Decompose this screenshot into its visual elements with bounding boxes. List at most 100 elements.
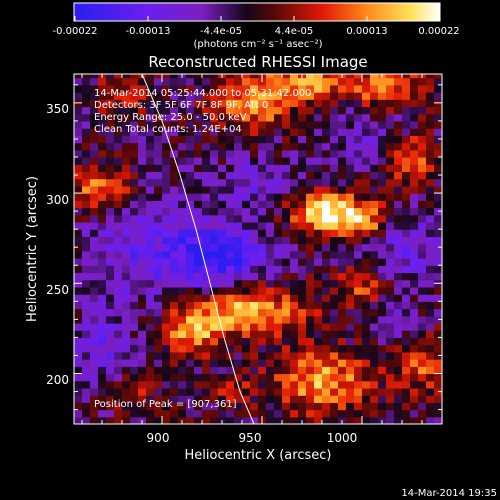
heatmap-cell [138,315,147,324]
heatmap-cell [106,402,115,411]
heatmap-cell [298,106,307,115]
heatmap-cell [106,164,115,173]
heatmap [74,74,442,424]
heatmap-cell [186,250,195,259]
heatmap-cell [290,92,299,100]
heatmap-cell [194,243,203,252]
heatmap-cell [242,164,251,173]
heatmap-cell [386,330,395,339]
heatmap-cell [162,149,171,158]
heatmap-cell [322,308,331,317]
heatmap-cell [210,142,219,151]
heatmap-cell [434,308,442,317]
heatmap-cell [306,142,315,151]
heatmap-cell [186,113,195,122]
heatmap-cell [74,156,83,165]
heatmap-cell [266,200,275,209]
heatmap-cell [186,178,195,187]
heatmap-cell [314,337,323,346]
heatmap-cell [354,409,363,418]
heatmap-cell [210,366,219,375]
heatmap-cell [386,416,395,424]
heatmap-cell [90,286,99,295]
heatmap-cell [434,221,442,230]
heatmap-cell [346,207,355,216]
heatmap-cell [202,294,211,302]
heatmap-cell [98,380,107,389]
energy-range-label: Energy Range: 25.0 - 50.0 keV [94,112,247,123]
heatmap-cell [170,200,179,209]
heatmap-cell [234,214,243,223]
heatmap-cell [282,344,291,353]
heatmap-cell [234,106,243,115]
heatmap-cell [306,286,315,295]
heatmap-cell [418,330,427,339]
heatmap-cell [402,99,411,108]
heatmap-cell [338,185,347,194]
heatmap-cell [202,178,211,187]
heatmap-cell [218,409,227,418]
heatmap-cell [426,366,435,375]
heatmap-cell [354,207,363,216]
heatmap-cell [90,92,99,100]
heatmap-cell [322,380,331,389]
heatmap-cell [202,351,211,360]
heatmap-cell [402,120,411,129]
heatmap-cell [90,301,99,310]
heatmap-cell [306,236,315,245]
heatmap-cell [234,322,243,331]
heatmap-cell [130,272,139,281]
heatmap-cell [330,214,339,223]
heatmap-cell [266,243,275,252]
heatmap-cell [418,402,427,411]
heatmap-cell [338,294,347,302]
heatmap-cell [378,380,387,389]
heatmap-cell [258,395,267,403]
heatmap-cell [394,120,403,129]
heatmap-cell [322,128,331,136]
heatmap-cell [146,359,155,367]
heatmap-cell [98,409,107,418]
heatmap-cell [306,380,315,389]
heatmap-cell [362,308,371,317]
heatmap-cell [298,92,307,100]
heatmap-cell [210,380,219,389]
heatmap-cell [170,221,179,230]
heatmap-cell [186,409,195,418]
heatmap-cell [274,359,283,367]
heatmap-cell [90,120,99,129]
heatmap-cell [82,366,91,375]
heatmap-cell [282,193,291,201]
heatmap-cell [354,113,363,122]
heatmap-cell [106,243,115,252]
heatmap-cell [178,207,187,216]
heatmap-cell [370,171,379,180]
heatmap-cell [154,120,163,129]
heatmap-cell [250,344,259,353]
heatmap-cell [210,207,219,216]
heatmap-cell [298,272,307,281]
heatmap-cell [378,207,387,216]
heatmap-cell [266,402,275,411]
heatmap-cell [306,301,315,310]
heatmap-cell [370,373,379,382]
heatmap-cell [426,92,435,100]
heatmap-cell [234,366,243,375]
heatmap-cell [82,164,91,173]
heatmap-cell [202,402,211,411]
heatmap-cell [298,387,307,396]
heatmap-cell [162,74,171,79]
heatmap-cell [266,330,275,339]
heatmap-cell [90,337,99,346]
heatmap-cell [130,416,139,424]
heatmap-cell [266,337,275,346]
heatmap-cell [226,308,235,317]
heatmap-cell [434,286,442,295]
heatmap-cell [290,359,299,367]
heatmap-cell [282,258,291,266]
heatmap-cell [194,395,203,403]
heatmap-cell [170,315,179,324]
heatmap-cell [154,128,163,136]
heatmap-cell [426,142,435,151]
heatmap-cell [298,380,307,389]
